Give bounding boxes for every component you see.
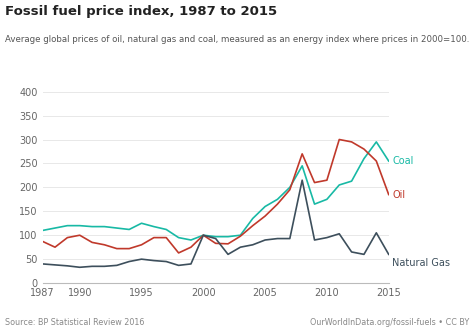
Text: Average global prices of oil, natural gas and coal, measured as an energy index : Average global prices of oil, natural ga… — [5, 35, 469, 44]
Text: Our World
in Data: Our World in Data — [414, 12, 457, 34]
Text: OurWorldInData.org/fossil-fuels • CC BY: OurWorldInData.org/fossil-fuels • CC BY — [310, 318, 469, 327]
Text: Coal: Coal — [392, 156, 414, 166]
Text: Source: BP Statistical Review 2016: Source: BP Statistical Review 2016 — [5, 318, 144, 327]
Text: Oil: Oil — [392, 190, 406, 200]
Text: Natural Gas: Natural Gas — [392, 258, 450, 268]
Text: Fossil fuel price index, 1987 to 2015: Fossil fuel price index, 1987 to 2015 — [5, 5, 277, 18]
